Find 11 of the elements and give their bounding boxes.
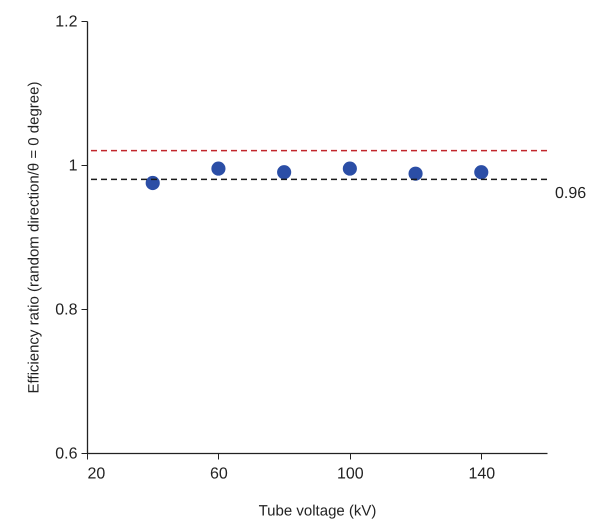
y-tick-label: 1 <box>68 158 78 174</box>
y-axis-title: Efficiency ratio (random direction/θ = 0 degree) <box>25 82 42 394</box>
x-tick-label: 60 <box>210 466 228 482</box>
x-tick-label: 140 <box>468 466 496 482</box>
y-tick-label: 1.2 <box>55 14 78 30</box>
y-tick-label: 0.6 <box>55 446 78 462</box>
y-tick-label: 0.8 <box>55 302 78 318</box>
x-tick-label: 20 <box>88 466 106 482</box>
x-axis-title: Tube voltage (kV) <box>258 502 376 520</box>
x-tick-label: 100 <box>337 466 364 482</box>
text: 0.96 <box>555 185 586 202</box>
